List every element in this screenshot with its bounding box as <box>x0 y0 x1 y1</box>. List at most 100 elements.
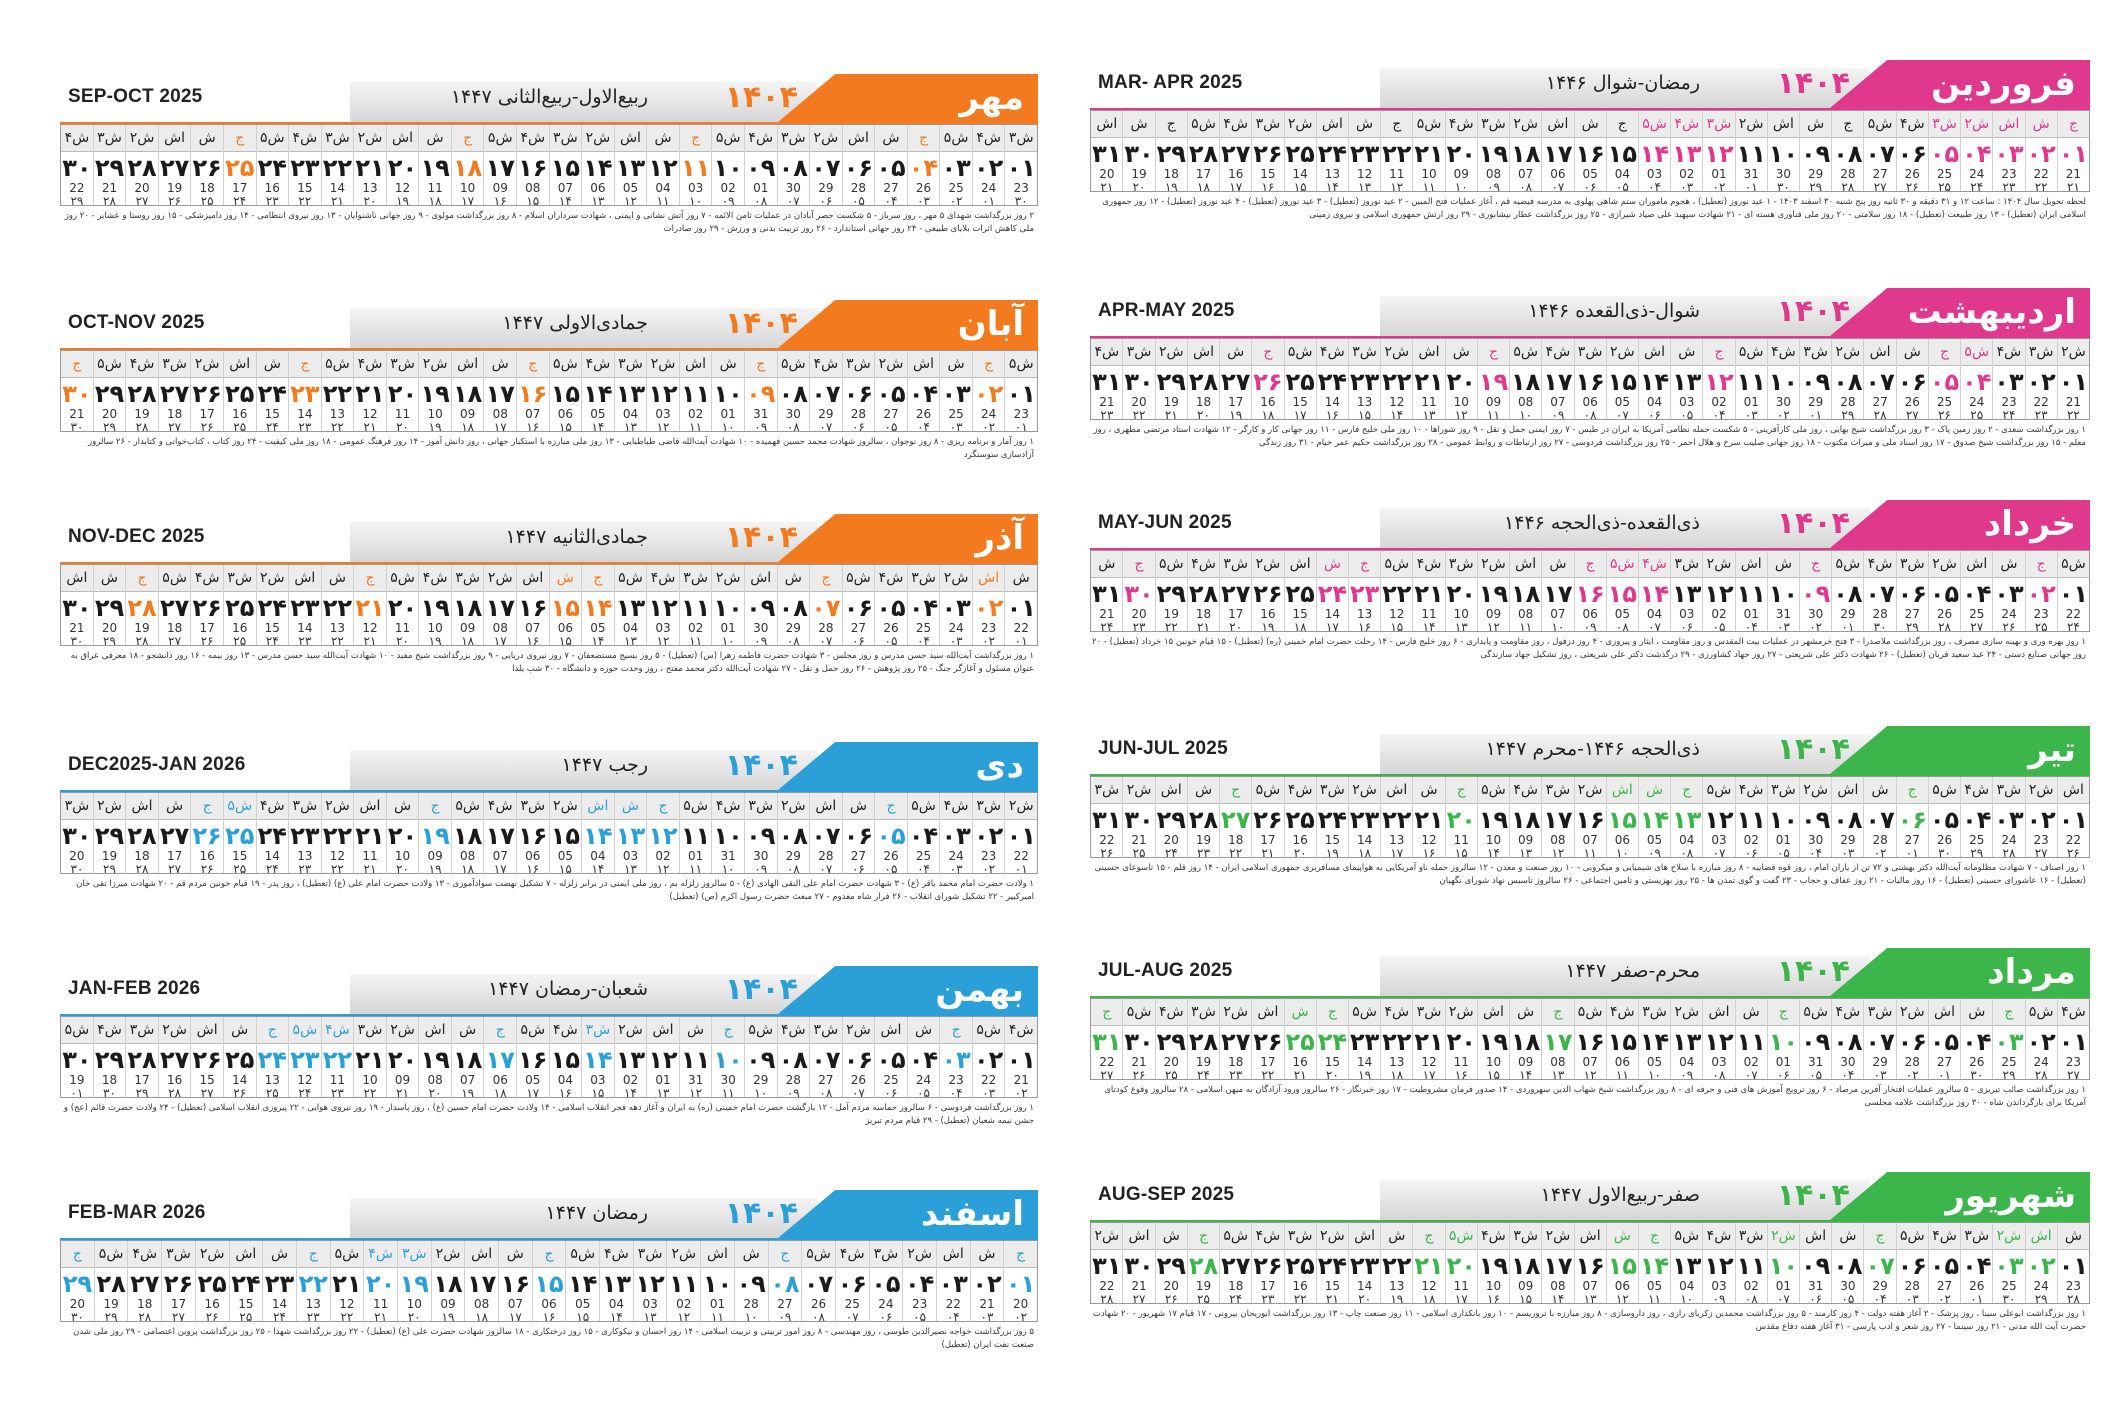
day-cell[interactable]: ج ۲۷ 18 ۲۲ <box>1219 777 1252 860</box>
day-cell[interactable]: ج ۰۶ 27 ۰۱ <box>1895 777 1928 860</box>
day-cell[interactable]: اش ۱۷ 08 ۱۸ <box>464 1241 498 1324</box>
day-cell[interactable]: ج ۰۴ 26 ۰۳ <box>906 125 940 208</box>
day-cell[interactable]: ج ۲۳ 14 ۲۳ <box>288 351 321 434</box>
day-cell[interactable]: ۳ش ۰۲ 22 ۲۳ <box>2024 339 2057 422</box>
day-cell[interactable]: ش ۲۵ 16 ۲۱ <box>1283 999 1316 1082</box>
day-cell[interactable]: ج ۱۶ 06 ۰۹ <box>1573 551 1606 634</box>
day-cell[interactable]: ۳ش ۲۷ 18 ۲۷ <box>157 351 191 434</box>
day-cell[interactable]: ۵ش ۰۶ 28 ۰۳ <box>1895 1223 1928 1306</box>
day-cell[interactable]: ۴ش ۲۵ 16 ۲۰ <box>1283 777 1316 860</box>
day-cell[interactable]: ج ۱۹ 09 ۱۱ <box>1476 339 1510 422</box>
day-cell[interactable]: ۲ش ۱۰ 01 ۰۷ <box>1766 1223 1800 1306</box>
day-cell[interactable]: ۵ش ۲۱ 10 ۱۱ <box>1412 111 1445 194</box>
day-cell[interactable]: ۳ش ۲۹ 21 ۲۸ <box>92 125 126 208</box>
day-cell[interactable]: ۵ش ۱۳ 04 ۱۳ <box>613 565 647 648</box>
day-cell[interactable]: اش ۲۵ 15 ۱۸ <box>1283 551 1316 634</box>
day-cell[interactable]: ج ۰۹ 31 ۰۹ <box>743 351 777 434</box>
day-cell[interactable]: ش ۱۷ 07 ۱۰ <box>1541 551 1574 634</box>
day-cell[interactable]: ۲ش ۰۲ 23 ۲۷ <box>2024 777 2057 860</box>
day-cell[interactable]: ش ۱۶ 05 ۰۶ <box>1573 111 1606 194</box>
day-cell[interactable]: ۲ش ۱۸ 07 ۰۸ <box>1509 111 1542 194</box>
day-cell[interactable]: ج ۲۴ 15 ۲۰ <box>1315 999 1348 1082</box>
day-cell[interactable]: ۵ش ۲۸ 17 ۱۸ <box>1186 111 1220 194</box>
day-cell[interactable]: ج ۱۴ 05 ۱۱ <box>1637 1223 1671 1306</box>
day-cell[interactable]: ۳ش ۱۳ 03 ۰۶ <box>1670 551 1703 634</box>
day-cell[interactable]: ۴ش ۰۶ 26 ۲۶ <box>1895 111 1928 194</box>
day-cell[interactable]: ۲ش ۰۱ 22 ۰۱ <box>1004 793 1037 876</box>
day-cell[interactable]: ۳ش ۰۶ 27 ۲۹ <box>1895 551 1928 634</box>
day-cell[interactable]: اش ۳۰ 21 ۲۷ <box>1122 1223 1155 1306</box>
day-cell[interactable]: اش ۰۷ 27 ۲۸ <box>1863 339 1896 422</box>
day-cell[interactable]: ۴ش ۲۰ 09 ۱۰ <box>1444 111 1477 194</box>
day-cell[interactable]: ۴ش ۰۳ 23 ۲۴ <box>1992 339 2025 422</box>
day-cell[interactable]: ۳ش ۱۴ 03 ۱۵ <box>581 1017 614 1100</box>
day-cell[interactable]: ۳ش ۰۵ 25 ۲۵ <box>1927 111 1961 194</box>
day-cell[interactable]: ش ۲۹ 20 ۲۶ <box>1154 1223 1187 1306</box>
day-cell[interactable]: اش ۳۱ 20 ۲۱ <box>1091 111 1123 194</box>
day-cell[interactable]: ۲ش ۱۳ 02 ۱۴ <box>613 1017 647 1100</box>
day-cell[interactable]: ۲ش ۱۸ 09 ۱۹ <box>430 1241 465 1324</box>
day-cell[interactable]: ۴ش ۲۶ 17 ۲۶ <box>190 565 223 648</box>
day-cell[interactable]: ۳ش ۱۱ 02 ۰۸ <box>1734 1223 1767 1306</box>
day-cell[interactable]: ۴ش ۲۰ 11 ۲۱ <box>363 1241 397 1324</box>
day-cell[interactable]: ش ۲۹ 20 ۲۹ <box>92 565 126 648</box>
day-cell[interactable]: ۲ش ۰۸ 28 ۲۹ <box>1831 339 1864 422</box>
day-cell[interactable]: ۳ش ۲۲ 14 ۲۱ <box>320 125 354 208</box>
day-cell[interactable]: ۴ش ۱۴ 05 ۱۴ <box>581 351 614 434</box>
day-cell[interactable]: ج ۰۲ 23 ۲۵ <box>2024 551 2057 634</box>
day-cell[interactable]: ج ۰۸ 27 ۰۹ <box>767 1241 802 1324</box>
day-cell[interactable]: ۳ش ۰۹ 29 ۰۱ <box>1799 339 1832 422</box>
day-cell[interactable]: اش ۲۳ 14 ۲۳ <box>288 565 321 648</box>
day-cell[interactable]: ۴ش ۲۸ 18 ۲۱ <box>1186 551 1220 634</box>
day-cell[interactable]: اش ۳۰ 21 ۳۰ <box>61 565 93 648</box>
day-cell[interactable]: اش ۲۱ 11 ۲۱ <box>353 793 386 876</box>
day-cell[interactable]: اش ۱۴ 04 ۱۴ <box>581 793 614 876</box>
day-cell[interactable]: ش ۱۷ 08 ۱۷ <box>483 351 516 434</box>
day-cell[interactable]: ۳ش ۱۲ 03 ۱۳ <box>632 1241 667 1324</box>
day-cell[interactable]: ج ۳۱ 22 ۲۷ <box>1091 999 1123 1082</box>
day-cell[interactable]: اش ۰۳ 22 ۰۴ <box>935 1241 970 1324</box>
day-cell[interactable]: ۳ش ۰۸ 30 ۰۷ <box>776 125 810 208</box>
day-cell[interactable]: ۵ش ۳۰ 19 ۰۱ <box>61 1017 93 1100</box>
day-cell[interactable]: ۴ش ۱۵ 04 ۱۶ <box>548 1017 582 1100</box>
day-cell[interactable]: ۴ش ۳۰ 22 ۲۹ <box>61 125 93 208</box>
day-cell[interactable]: اش ۰۱ 22 ۲۶ <box>2056 777 2089 860</box>
day-cell[interactable]: اش ۲۸ 18 ۲۰ <box>1186 339 1220 422</box>
day-cell[interactable]: ۵ش ۲۳ 12 ۲۴ <box>288 1017 321 1100</box>
day-cell[interactable]: ۲ش ۱۶ 07 ۱۱ <box>1573 777 1606 860</box>
day-cell[interactable]: ۴ش ۰۵ 27 ۰۲ <box>1927 1223 1961 1306</box>
day-cell[interactable]: ۲ش ۱۲ 02 ۰۵ <box>1702 551 1735 634</box>
day-cell[interactable]: ۵ش ۱۷ 09 ۱۶ <box>483 125 516 208</box>
day-cell[interactable]: ش ۰۲ 22 ۲۲ <box>2024 111 2057 194</box>
day-cell[interactable]: ۴ش ۰۱ 21 ۰۲ <box>1004 1017 1037 1100</box>
day-cell[interactable]: ج ۱۵ 06 ۱۶ <box>531 1241 566 1324</box>
day-cell[interactable]: ۴ش ۲۴ 14 ۲۴ <box>255 793 289 876</box>
day-cell[interactable]: ۴ش ۱۷ 07 ۰۹ <box>1541 339 1574 422</box>
day-cell[interactable]: ۴ش ۲۱ 12 ۲۱ <box>353 351 386 434</box>
day-cell[interactable]: ش ۰۵ 27 ۰۴ <box>874 125 907 208</box>
day-cell[interactable]: ج ۰۵ 26 ۰۵ <box>874 793 907 876</box>
day-cell[interactable]: ۴ش ۳۱ 21 ۲۳ <box>1091 339 1123 422</box>
day-cell[interactable]: ۴ش ۰۶ 25 ۰۷ <box>834 1241 869 1324</box>
day-cell[interactable]: ج ۳۰ 20 ۲۳ <box>1122 551 1155 634</box>
day-cell[interactable]: ۲ش ۰۶ 28 ۰۲ <box>1895 999 1928 1082</box>
day-cell[interactable]: ۲ش ۰۸ 29 ۰۸ <box>776 793 810 876</box>
day-cell[interactable]: ۳ش ۲۶ 17 ۲۷ <box>161 1241 195 1324</box>
day-cell[interactable]: اش ۰۵ 25 ۰۶ <box>874 1017 907 1100</box>
day-cell[interactable]: ۲ش ۱۵ 05 ۱۵ <box>548 793 582 876</box>
day-cell[interactable]: ۵ش ۲۲ 13 ۲۲ <box>320 351 354 434</box>
day-cell[interactable]: ش ۳۱ 21 ۲۴ <box>1091 551 1123 634</box>
day-cell[interactable]: اش ۰۲ 24 ۲۹ <box>2024 1223 2057 1306</box>
day-cell[interactable]: ش ۱۸ 07 ۱۹ <box>450 1017 484 1100</box>
day-cell[interactable]: ش ۲۴ 14 ۱۷ <box>1315 551 1348 634</box>
day-cell[interactable]: ۳ش ۲۴ 15 ۱۹ <box>1315 777 1348 860</box>
day-cell[interactable]: ۲ش ۱۷ 08 ۱۷ <box>483 565 516 648</box>
day-cell[interactable]: ۳ش ۱۹ 08 ۰۹ <box>1476 111 1510 194</box>
day-cell[interactable]: ش ۱۱ 31 ۱۲ <box>678 1017 712 1100</box>
day-cell[interactable]: ۲ش ۰۴ 24 ۲۴ <box>1960 111 1993 194</box>
day-cell[interactable]: ش ۱۹ 11 ۱۸ <box>418 125 451 208</box>
day-cell[interactable]: ش ۱۰ 01 ۱۰ <box>711 351 744 434</box>
day-cell[interactable]: ش ۱۰ 31 ۰۳ <box>1766 551 1800 634</box>
day-cell[interactable]: ۴ش ۲۷ 16 ۱۷ <box>1219 111 1252 194</box>
day-cell[interactable]: ۳ش ۱۰ 01 ۰۵ <box>1766 777 1800 860</box>
